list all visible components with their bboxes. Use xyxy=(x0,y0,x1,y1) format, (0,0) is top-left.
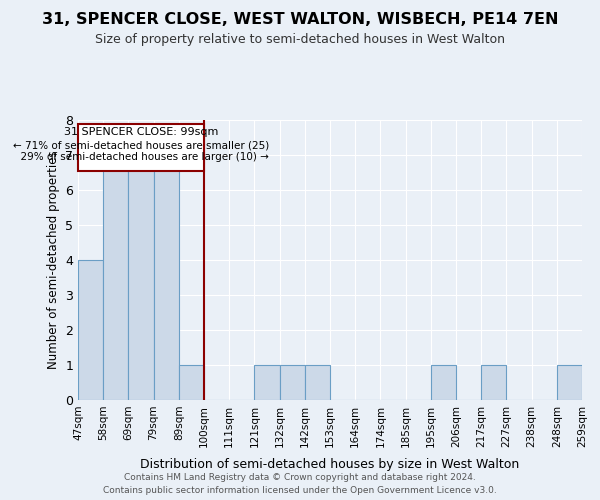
Text: Contains HM Land Registry data © Crown copyright and database right 2024.: Contains HM Land Registry data © Crown c… xyxy=(124,472,476,482)
Text: Contains public sector information licensed under the Open Government Licence v3: Contains public sector information licen… xyxy=(103,486,497,495)
Text: Size of property relative to semi-detached houses in West Walton: Size of property relative to semi-detach… xyxy=(95,32,505,46)
Text: ← 71% of semi-detached houses are smaller (25): ← 71% of semi-detached houses are smalle… xyxy=(13,140,269,150)
Text: 31 SPENCER CLOSE: 99sqm: 31 SPENCER CLOSE: 99sqm xyxy=(64,127,218,137)
Y-axis label: Number of semi-detached properties: Number of semi-detached properties xyxy=(47,150,59,370)
Bar xyxy=(154,155,179,400)
Bar xyxy=(557,365,582,400)
Bar xyxy=(78,260,103,400)
Bar xyxy=(431,365,456,400)
Bar xyxy=(179,365,204,400)
Bar xyxy=(103,155,128,400)
Bar xyxy=(305,365,330,400)
FancyBboxPatch shape xyxy=(78,124,204,171)
Text: 29% of semi-detached houses are larger (10) →: 29% of semi-detached houses are larger (… xyxy=(14,152,268,162)
Text: 31, SPENCER CLOSE, WEST WALTON, WISBECH, PE14 7EN: 31, SPENCER CLOSE, WEST WALTON, WISBECH,… xyxy=(42,12,558,28)
Bar xyxy=(280,365,305,400)
X-axis label: Distribution of semi-detached houses by size in West Walton: Distribution of semi-detached houses by … xyxy=(140,458,520,471)
Bar xyxy=(481,365,506,400)
Bar xyxy=(254,365,280,400)
Bar xyxy=(128,155,154,400)
